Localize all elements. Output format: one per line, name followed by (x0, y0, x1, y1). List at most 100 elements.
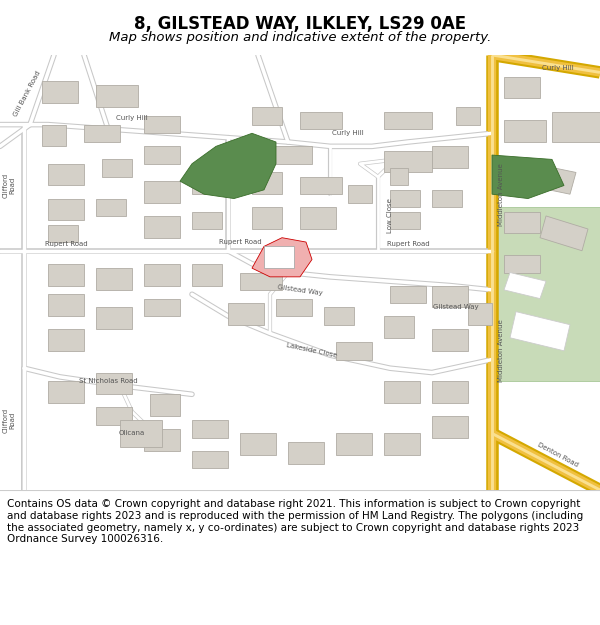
Polygon shape (96, 308, 132, 329)
Polygon shape (180, 133, 276, 199)
Polygon shape (252, 238, 312, 277)
Polygon shape (504, 77, 540, 99)
Polygon shape (432, 416, 468, 437)
Polygon shape (120, 421, 162, 446)
Polygon shape (240, 434, 276, 455)
Text: 8, GILSTEAD WAY, ILKLEY, LS29 0AE: 8, GILSTEAD WAY, ILKLEY, LS29 0AE (134, 16, 466, 33)
Polygon shape (192, 177, 216, 194)
Polygon shape (492, 155, 564, 199)
Text: Curly Hill: Curly Hill (116, 115, 148, 121)
Polygon shape (42, 124, 66, 146)
Polygon shape (240, 272, 282, 290)
Polygon shape (336, 434, 372, 455)
Polygon shape (552, 111, 600, 142)
Text: Lakeside Close: Lakeside Close (286, 342, 338, 359)
Polygon shape (504, 255, 540, 272)
Polygon shape (228, 303, 264, 325)
Polygon shape (384, 434, 420, 455)
Polygon shape (96, 86, 138, 107)
Polygon shape (144, 146, 180, 164)
Text: Map shows position and indicative extent of the property.: Map shows position and indicative extent… (109, 31, 491, 44)
Polygon shape (252, 173, 282, 194)
Polygon shape (432, 381, 468, 403)
Polygon shape (48, 381, 84, 403)
Polygon shape (264, 246, 294, 268)
Polygon shape (144, 116, 180, 133)
Polygon shape (504, 272, 546, 299)
Polygon shape (96, 199, 126, 216)
Polygon shape (150, 394, 180, 416)
Polygon shape (144, 264, 180, 286)
Polygon shape (192, 451, 228, 468)
Polygon shape (288, 442, 324, 464)
Text: Middleton Avenue: Middleton Avenue (498, 163, 504, 226)
Polygon shape (390, 190, 420, 208)
Polygon shape (432, 190, 462, 208)
Polygon shape (504, 120, 546, 142)
Text: Gilstead Way: Gilstead Way (433, 304, 479, 310)
Polygon shape (324, 308, 354, 325)
Polygon shape (384, 316, 414, 338)
Polygon shape (504, 168, 540, 190)
Polygon shape (510, 312, 570, 351)
Text: Rupert Road: Rupert Road (218, 239, 262, 245)
Polygon shape (456, 107, 480, 124)
Text: Curly Hill: Curly Hill (542, 65, 574, 71)
Text: Low Close: Low Close (387, 199, 393, 233)
Polygon shape (96, 408, 132, 425)
Polygon shape (492, 208, 600, 381)
Polygon shape (48, 294, 84, 316)
Polygon shape (276, 299, 312, 316)
Text: Curly Hill: Curly Hill (332, 130, 364, 136)
Polygon shape (144, 216, 180, 238)
Polygon shape (48, 329, 84, 351)
Text: Clifford
Road: Clifford Road (2, 408, 16, 433)
Text: Contains OS data © Crown copyright and database right 2021. This information is : Contains OS data © Crown copyright and d… (7, 499, 583, 544)
Text: Middleton Avenue: Middleton Avenue (498, 319, 504, 382)
Polygon shape (384, 151, 432, 173)
Polygon shape (48, 164, 84, 186)
Polygon shape (336, 342, 372, 359)
Polygon shape (252, 107, 282, 124)
Polygon shape (102, 159, 132, 177)
Text: Rupert Road: Rupert Road (44, 241, 88, 248)
Text: Gill Bank Road: Gill Bank Road (13, 71, 41, 118)
Text: Rupert Road: Rupert Road (386, 241, 430, 248)
Polygon shape (42, 81, 78, 103)
Polygon shape (96, 268, 132, 290)
Polygon shape (348, 186, 372, 203)
Polygon shape (300, 208, 336, 229)
Text: Gilstead Way: Gilstead Way (277, 284, 323, 296)
Polygon shape (144, 429, 180, 451)
Polygon shape (390, 168, 408, 186)
Polygon shape (144, 181, 180, 203)
Polygon shape (264, 146, 312, 164)
Text: St Nicholas Road: St Nicholas Road (79, 378, 137, 384)
Polygon shape (300, 111, 342, 129)
Polygon shape (390, 286, 426, 303)
Polygon shape (504, 212, 540, 233)
Polygon shape (144, 299, 180, 316)
Polygon shape (252, 208, 282, 229)
Polygon shape (300, 177, 342, 194)
Text: Clifford
Road: Clifford Road (2, 173, 16, 198)
Polygon shape (384, 111, 432, 129)
Polygon shape (432, 286, 468, 308)
Polygon shape (96, 372, 132, 394)
Polygon shape (468, 303, 492, 325)
Polygon shape (192, 212, 222, 229)
Polygon shape (48, 264, 84, 286)
Polygon shape (540, 216, 588, 251)
Polygon shape (390, 212, 420, 229)
Polygon shape (432, 329, 468, 351)
Polygon shape (48, 199, 84, 220)
Polygon shape (192, 264, 222, 286)
Text: Denton Road: Denton Road (537, 442, 579, 468)
Polygon shape (84, 124, 120, 142)
Polygon shape (432, 146, 468, 168)
Polygon shape (384, 381, 420, 403)
Polygon shape (192, 421, 228, 437)
Polygon shape (48, 224, 78, 242)
Polygon shape (528, 164, 576, 194)
Text: Olicana: Olicana (119, 431, 145, 436)
